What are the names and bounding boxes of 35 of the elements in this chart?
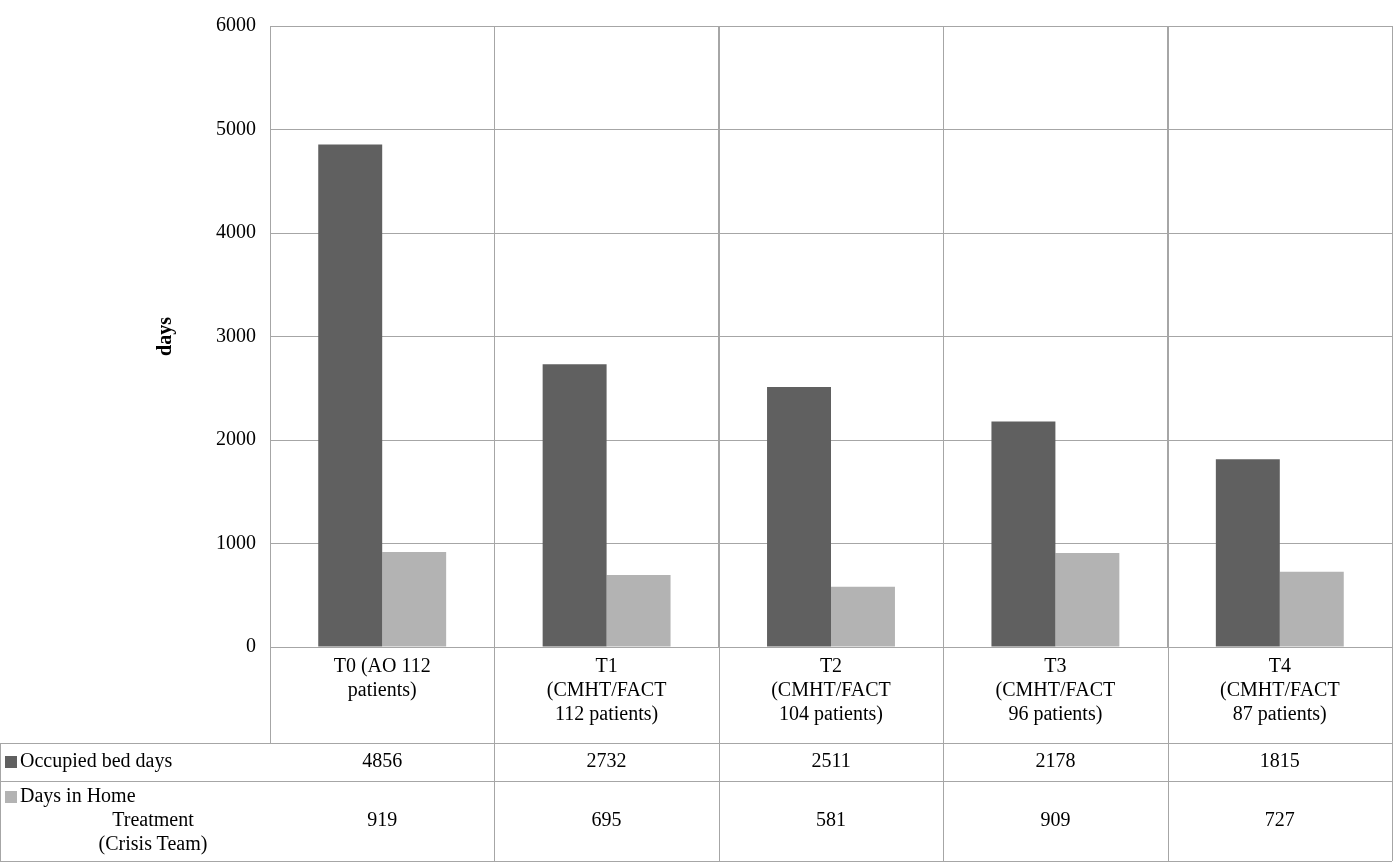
y-tick-label: 5000 [216, 116, 256, 139]
bar [382, 551, 447, 647]
legend-label: Days in Home Treatment (Crisis Team) [20, 784, 208, 856]
data-label: 581 [816, 808, 846, 831]
bar [1279, 571, 1344, 647]
data-label: 2732 [586, 749, 627, 772]
y-tick-label: 3000 [216, 323, 256, 346]
x-tick-label: T3 (CMHT/FACT 96 patients) [995, 654, 1116, 726]
data-label: 4856 [362, 749, 403, 772]
data-label: 695 [591, 808, 622, 831]
y-tick-label: 6000 [216, 13, 256, 36]
bar [318, 144, 383, 647]
y-tick-label: 2000 [216, 427, 256, 450]
data-label: 2178 [1035, 749, 1076, 772]
x-tick-label: T4 (CMHT/FACT 87 patients) [1219, 654, 1340, 726]
y-tick-label: 1000 [216, 530, 256, 553]
y-axis-title: days [153, 316, 177, 356]
data-label: 1815 [1259, 749, 1300, 772]
bar [542, 364, 607, 647]
data-label: 919 [367, 808, 398, 831]
bar [767, 387, 831, 647]
data-label: 2511 [811, 749, 851, 772]
data-label: 909 [1040, 808, 1071, 831]
x-tick-label: T2 (CMHT/FACT 104 patients) [771, 654, 891, 726]
legend-label: Occupied bed days [20, 749, 173, 773]
bar [991, 421, 1056, 647]
bar [606, 575, 671, 647]
x-tick-label: T1 (CMHT/FACT 112 patients) [546, 654, 667, 726]
x-tick-label: T0 (AO 112 patients) [333, 654, 431, 702]
bar [1055, 552, 1120, 647]
data-label: 727 [1264, 808, 1295, 831]
bar [1215, 459, 1280, 647]
bar [831, 586, 895, 647]
y-tick-label: 0 [246, 634, 256, 657]
y-tick-label: 4000 [216, 220, 256, 243]
